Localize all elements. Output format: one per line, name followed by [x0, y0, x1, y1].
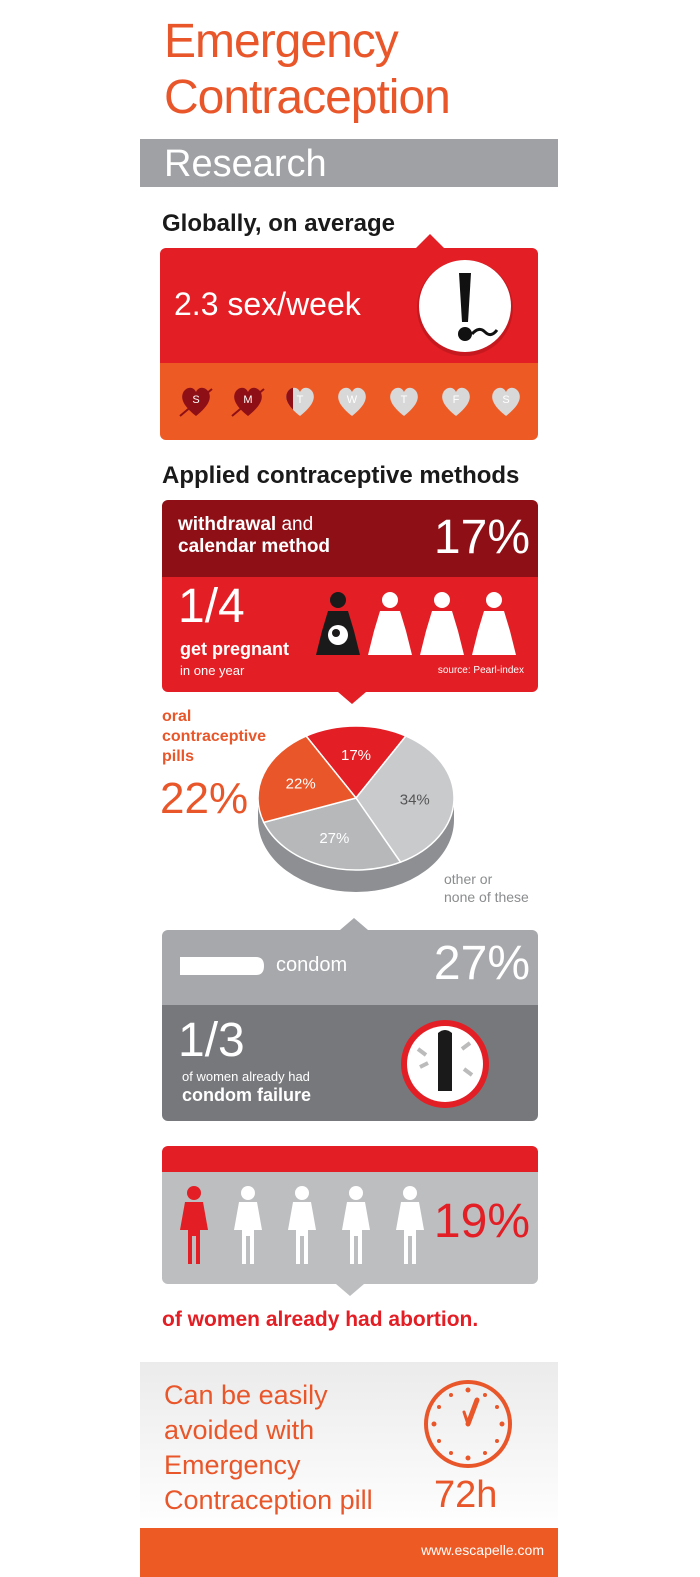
other-label: other or none of these	[444, 870, 529, 906]
day-label: T	[296, 393, 304, 406]
condom-failure-panel: 1/3 of women already had condom failure	[162, 1005, 538, 1121]
pie-slice-0	[304, 725, 408, 800]
hours-label: 72h	[434, 1474, 498, 1516]
heart-icon-friday: F	[438, 383, 474, 419]
emergency-line2: avoided with	[164, 1415, 315, 1445]
pie-label-1: 34%	[400, 791, 430, 808]
heart-icon-thursday: T	[386, 383, 422, 419]
day-label: W	[346, 393, 358, 406]
withdrawal-panel: withdrawal and calendar method 17%	[162, 500, 538, 577]
global-heading: Globally, on average	[162, 210, 395, 237]
pie-label-2: 27%	[319, 830, 349, 847]
pregnancy-panel: 1/4 get pregnant in one year source: Pea…	[162, 577, 538, 692]
pregnancy-caption: get pregnant	[180, 639, 290, 659]
condom-label: condom	[276, 954, 348, 976]
emergency-pill-panel: Can be easily avoided with Emergency Con…	[140, 1362, 558, 1532]
infographic-page: Emergency Contraception Research Globall…	[140, 0, 558, 1577]
oral-label-line2: contraceptive	[162, 728, 267, 745]
withdrawal-label-line2: calendar method	[178, 536, 331, 557]
sex-per-week-panel: 2.3 sex/week	[160, 248, 538, 363]
exclamation-sperm-icon	[415, 258, 515, 358]
notch	[340, 918, 368, 930]
oral-label-line1: oral	[162, 708, 192, 725]
source-note: source: Pearl-index	[437, 665, 524, 676]
pregnant-woman-icon	[316, 592, 360, 655]
abortion-panel: 19%	[162, 1172, 538, 1284]
oral-percent: 22%	[160, 774, 249, 823]
oral-label: oral contraceptive pills	[162, 707, 266, 767]
pregnancy-caption-small: in one year	[180, 663, 245, 678]
pie-label-3: 22%	[286, 775, 316, 792]
women-icons	[314, 591, 524, 661]
heart-icon-tuesday: T	[282, 383, 318, 419]
condom-caption-small: of women already had	[182, 1069, 310, 1084]
weekdays-panel: S M T W T F S	[160, 363, 538, 440]
withdrawal-label: withdrawal and calendar method	[178, 514, 330, 558]
condom-icon	[178, 954, 266, 978]
notch	[416, 234, 444, 248]
emergency-line3: Emergency	[164, 1450, 301, 1480]
oral-label-line3: pills	[162, 748, 195, 765]
day-label: M	[243, 393, 253, 406]
title-line-1: Emergency	[164, 15, 399, 68]
condom-caption: condom failure	[182, 1085, 312, 1105]
condom-fraction: 1/3	[178, 1014, 245, 1067]
heart-icon-wednesday: W	[334, 383, 370, 419]
withdrawal-label-bold: withdrawal	[178, 514, 277, 535]
condom-panel: condom 27%	[162, 930, 538, 1005]
day-label: F	[452, 393, 460, 406]
abortion-caption: of women already had abortion.	[162, 1308, 479, 1331]
heart-icon-saturday: S	[488, 383, 524, 419]
pie-slice-1	[355, 735, 455, 864]
notch	[338, 692, 366, 704]
emergency-pill-text: Can be easily avoided with Emergency Con…	[164, 1378, 373, 1518]
withdrawal-label-rest: and	[276, 514, 314, 535]
broken-condom-icon	[400, 1019, 490, 1109]
heart-icon-sunday: S	[178, 383, 214, 419]
withdrawal-percent: 17%	[433, 511, 530, 564]
day-label: S	[502, 393, 510, 406]
footer-bar: www.escapelle.com	[140, 1528, 558, 1577]
title-line-2: Contraception	[164, 71, 451, 124]
heart-icon-monday: M	[230, 383, 266, 419]
other-label-line2: none of these	[444, 889, 529, 905]
clock-icon	[422, 1378, 514, 1470]
pie-side-wall	[258, 798, 454, 892]
condom-percent: 27%	[433, 937, 530, 990]
day-label: T	[400, 393, 408, 406]
pie-label-0: 17%	[341, 747, 371, 764]
methods-heading: Applied contraceptive methods	[162, 462, 520, 489]
emergency-line4: Contraception pill	[164, 1485, 373, 1515]
emergency-line1: Can be easily	[164, 1380, 328, 1410]
other-label-line1: other or	[444, 871, 493, 887]
pie-slice-3	[257, 735, 358, 824]
methods-pie-chart: 17% 34% 27% 22%	[257, 725, 455, 892]
page-title: Emergency Contraception	[164, 14, 554, 126]
pie-slice-2	[262, 797, 402, 871]
website-link[interactable]: www.escapelle.com	[421, 1542, 544, 1558]
women-row-icons	[176, 1184, 426, 1266]
sex-per-week-stat: 2.3 sex/week	[174, 286, 361, 322]
day-label: S	[192, 393, 200, 406]
abortion-percent: 19%	[433, 1195, 530, 1248]
pregnancy-fraction: 1/4	[178, 580, 245, 633]
research-banner: Research	[140, 139, 558, 187]
research-label: Research	[164, 143, 327, 185]
notch	[336, 1284, 364, 1296]
abortion-top-bar	[162, 1146, 538, 1172]
